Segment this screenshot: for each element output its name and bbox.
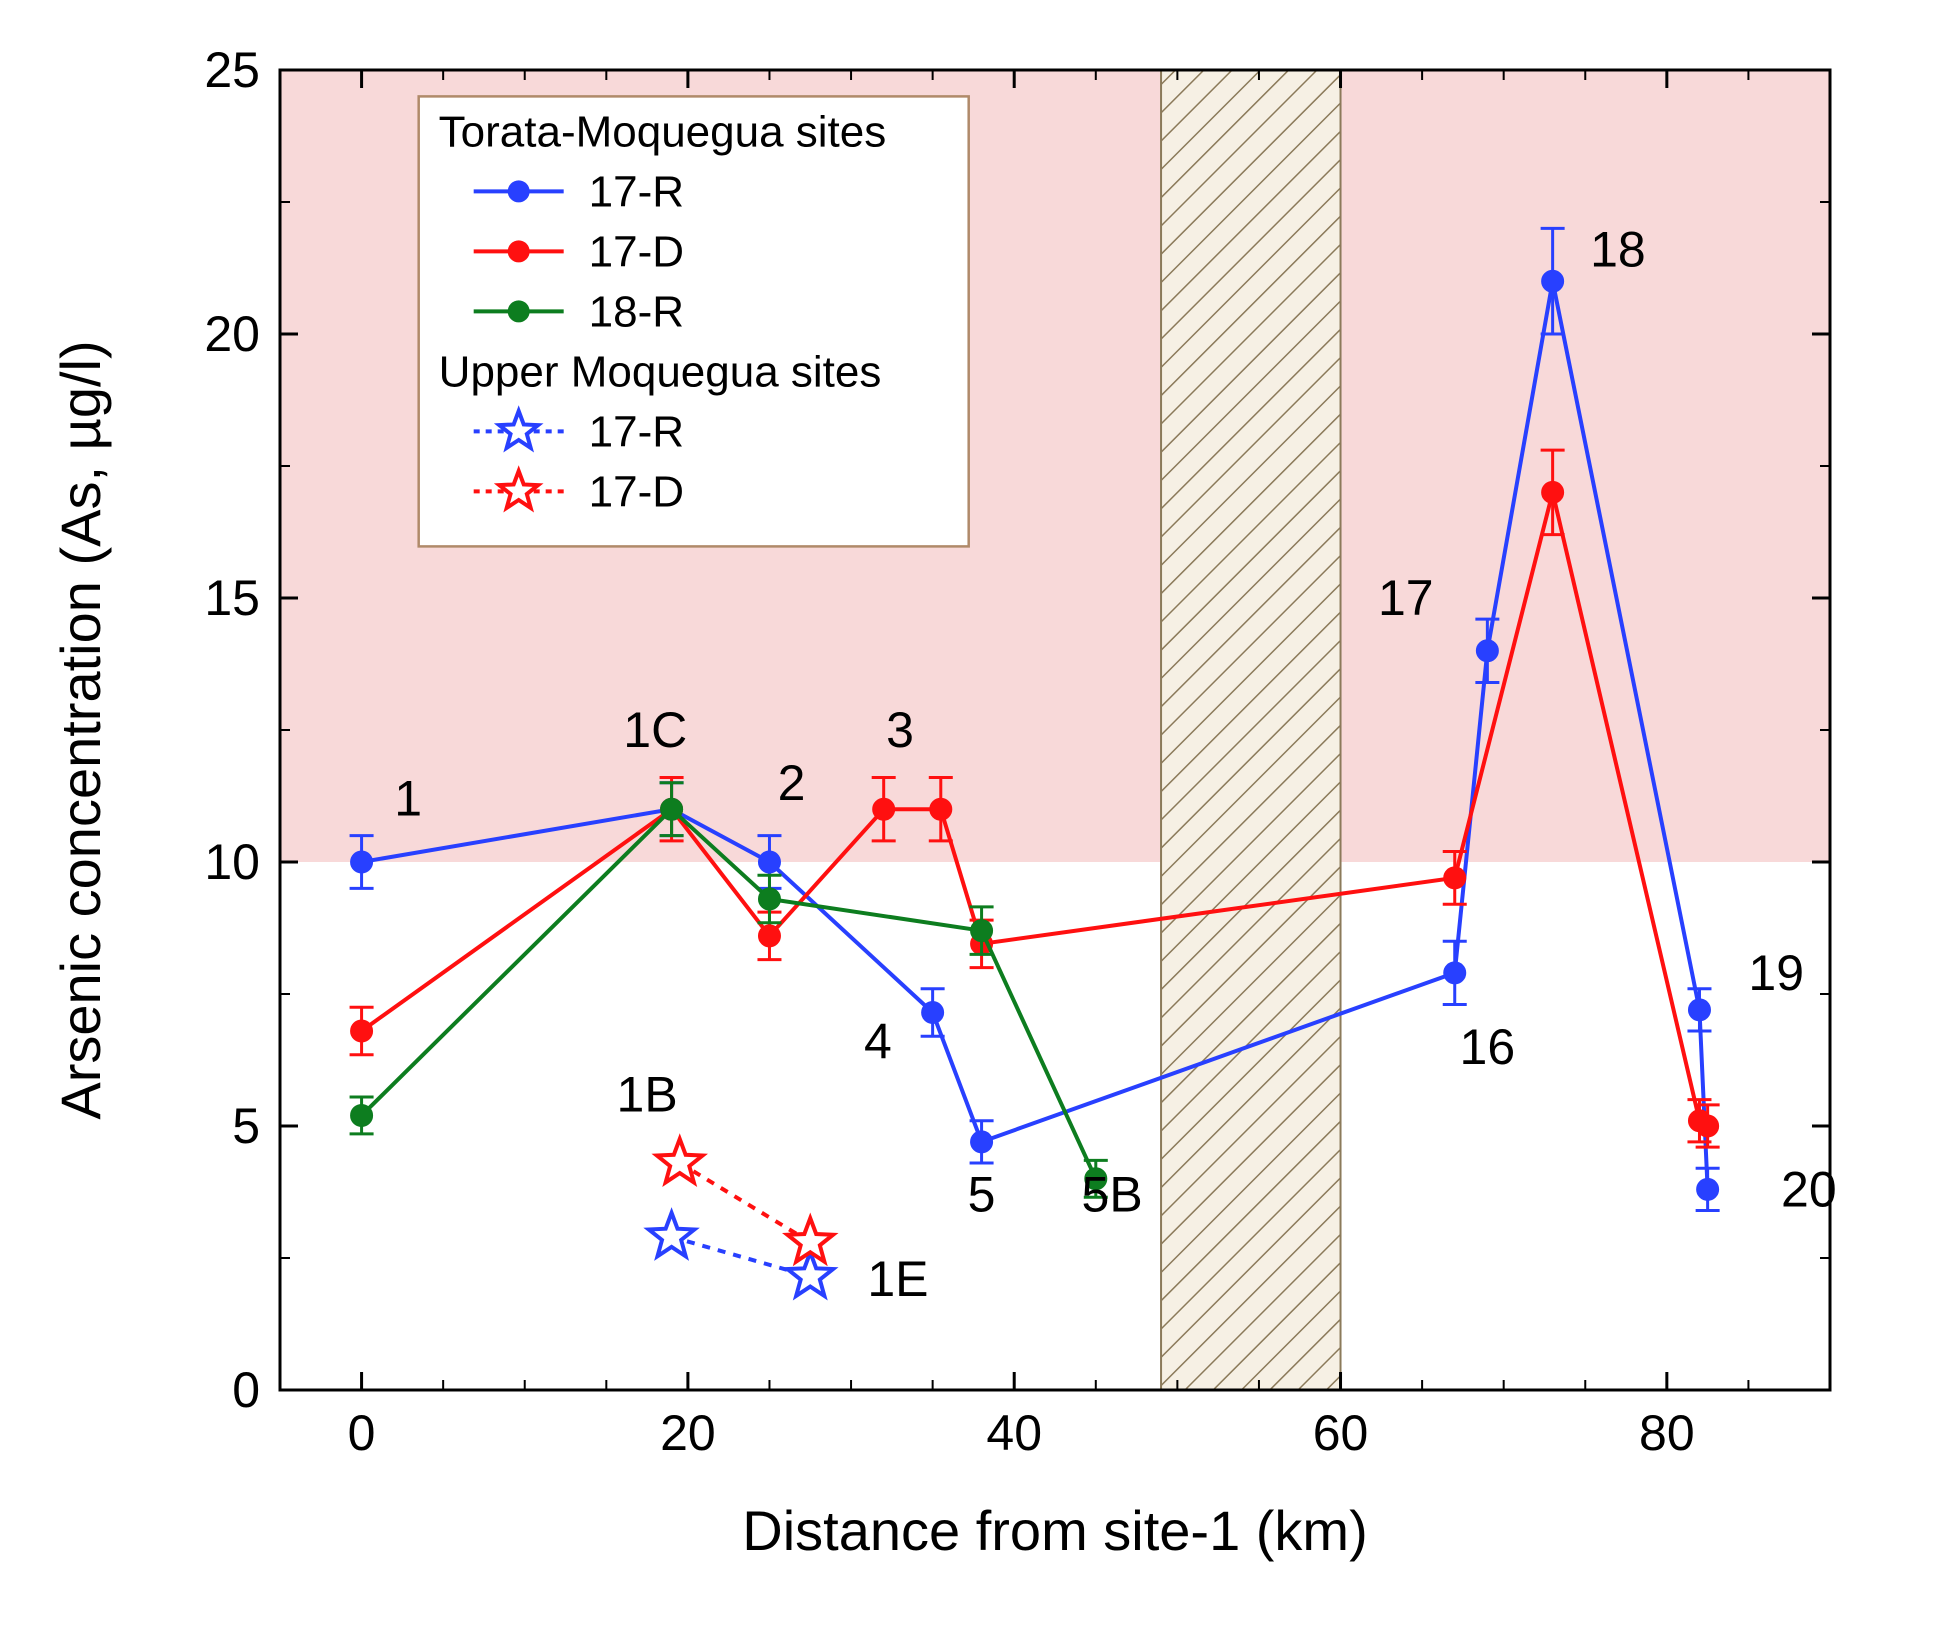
- legend-title: Upper Moquegua sites: [439, 347, 882, 396]
- data-point: [1697, 1178, 1719, 1200]
- svg-text:0: 0: [232, 1362, 260, 1418]
- data-point: [351, 1104, 373, 1126]
- svg-text:20: 20: [204, 306, 260, 362]
- svg-text:5: 5: [232, 1098, 260, 1154]
- data-point: [1697, 1115, 1719, 1137]
- legend-item-label: 17-R: [589, 407, 684, 456]
- data-point: [1444, 962, 1466, 984]
- data-point: [787, 1252, 833, 1295]
- data-point: [1542, 481, 1564, 503]
- point-label: 17: [1378, 570, 1434, 626]
- data-point: [1444, 867, 1466, 889]
- data-point: [971, 1131, 993, 1153]
- legend-title: Torata-Moquegua sites: [439, 107, 887, 156]
- y-axis-label: Arsenic concentration (As, µg/l): [49, 340, 112, 1119]
- point-label: 1E: [867, 1251, 928, 1307]
- point-label: 4: [864, 1014, 892, 1070]
- x-axis-label: Distance from site-1 (km): [742, 1499, 1367, 1562]
- data-point: [758, 888, 780, 910]
- legend-item-label: 17-D: [589, 227, 684, 276]
- legend-item-label: 18-R: [589, 287, 684, 336]
- point-label: 5: [968, 1167, 996, 1223]
- data-point: [351, 1020, 373, 1042]
- data-point: [930, 798, 952, 820]
- point-label: 3: [886, 702, 914, 758]
- data-point: [1476, 640, 1498, 662]
- point-label: 1B: [617, 1066, 678, 1122]
- series-line: [362, 809, 1096, 1179]
- svg-text:10: 10: [204, 834, 260, 890]
- data-point: [971, 920, 993, 942]
- data-point: [873, 798, 895, 820]
- data-point: [1542, 270, 1564, 292]
- point-label: 1C: [623, 702, 687, 758]
- data-point: [758, 851, 780, 873]
- svg-text:0: 0: [348, 1405, 376, 1461]
- data-point: [1688, 999, 1710, 1021]
- svg-text:40: 40: [986, 1405, 1042, 1461]
- svg-text:25: 25: [204, 42, 260, 98]
- point-label: 19: [1748, 945, 1804, 1001]
- point-label: 20: [1781, 1161, 1837, 1217]
- chart-svg: 0204060800510152025Distance from site-1 …: [0, 0, 1934, 1646]
- legend: Torata-Moquegua sites 17-R 17-D 18-R Upper M…: [419, 96, 969, 546]
- point-label: 18: [1590, 222, 1646, 278]
- data-point: [661, 798, 683, 820]
- data-point: [657, 1139, 703, 1182]
- svg-text:60: 60: [1313, 1405, 1369, 1461]
- data-point: [922, 1001, 944, 1023]
- chart-container: 0204060800510152025Distance from site-1 …: [0, 0, 1934, 1646]
- svg-text:20: 20: [660, 1405, 716, 1461]
- data-point: [758, 925, 780, 947]
- series-line: [680, 1163, 811, 1242]
- data-point: [351, 851, 373, 873]
- point-label: 5B: [1082, 1167, 1143, 1223]
- data-point: [649, 1213, 695, 1256]
- legend-item-label: 17-D: [589, 467, 684, 516]
- point-label: 2: [778, 755, 806, 811]
- legend-item-label: 17-R: [589, 167, 684, 216]
- svg-text:80: 80: [1639, 1405, 1695, 1461]
- svg-text:15: 15: [204, 570, 260, 626]
- point-label: 1: [394, 771, 422, 827]
- hatched-band: [1161, 70, 1340, 1390]
- point-label: 16: [1460, 1019, 1516, 1075]
